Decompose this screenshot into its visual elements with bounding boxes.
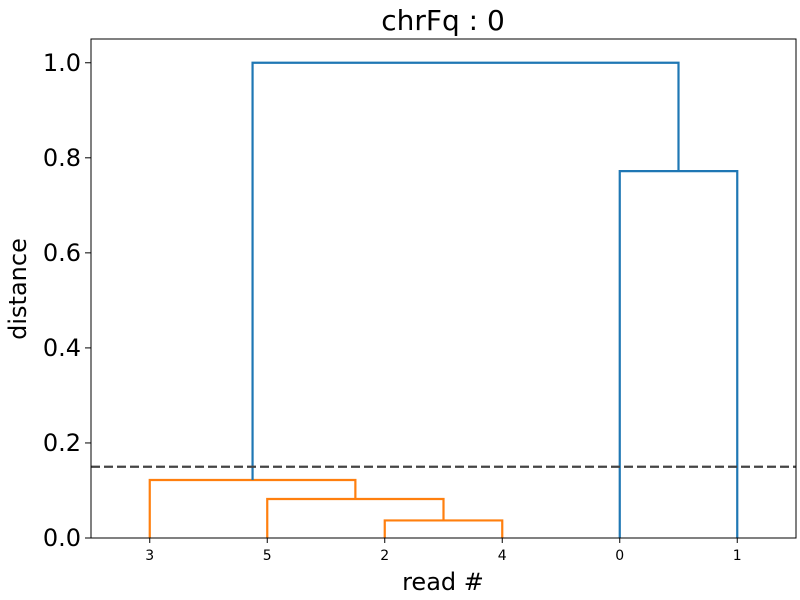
x-tick-label: 0 — [615, 548, 624, 564]
dendrogram-branches — [148, 61, 739, 538]
y-tick-label: 0.4 — [43, 334, 81, 362]
chart-title: chrFq : 0 — [381, 4, 505, 37]
y-tick-label: 0.2 — [43, 429, 81, 457]
y-tick-label: 0.6 — [43, 239, 81, 267]
y-tick-label: 0.8 — [43, 144, 81, 172]
dendrogram-link — [148, 478, 357, 538]
dendrogram-link — [251, 61, 680, 481]
dendrogram-link — [618, 170, 739, 538]
y-tick-label: 1.0 — [43, 49, 81, 77]
x-tick-label: 4 — [498, 548, 507, 564]
x-tick-label: 3 — [145, 548, 154, 564]
y-tick-label: 0.0 — [43, 524, 81, 552]
dendrogram-link — [383, 519, 504, 538]
x-tick-label: 5 — [263, 548, 272, 564]
y-axis-label: distance — [4, 238, 32, 340]
y-axis-ticks: 0.0 0.2 0.4 0.6 0.8 1.0 — [43, 49, 91, 552]
x-tick-label: 2 — [380, 548, 389, 564]
x-axis-label: read # — [402, 568, 484, 596]
plot-frame — [90, 38, 797, 539]
dendrogram-link — [266, 497, 445, 538]
x-axis-ticks: 3 5 2 4 0 1 — [145, 538, 742, 564]
x-tick-label: 1 — [733, 548, 742, 564]
